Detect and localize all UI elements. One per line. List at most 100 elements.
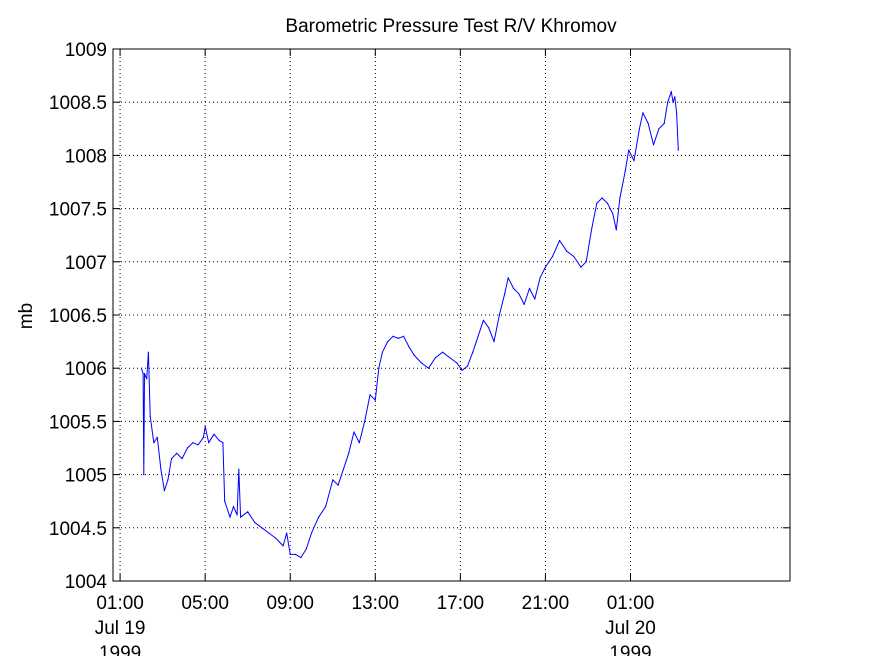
data-point [434,357,437,359]
data-point [268,532,270,534]
x-tick-label: 13:00 [352,593,400,614]
data-point [647,122,649,125]
data-point [397,337,399,339]
x-tick-label: 09:00 [266,593,314,614]
data-point [534,298,536,300]
data-point [461,369,463,371]
data-point [140,367,142,369]
data-point [652,144,655,146]
chart-title: Barometric Pressure Test R/V Khromov [285,16,617,37]
pressure-series-line [140,91,679,559]
data-point [153,442,155,444]
data-point [677,149,679,151]
data-point [590,229,593,231]
y-tick-label: 1007.5 [49,200,107,221]
data-point [378,367,380,369]
data-point [408,346,410,348]
data-point [374,399,376,401]
data-point [493,341,495,343]
ticks: 1004 1004.5 1005 1005.5 1006 1006.5 1007 1007.5… [49,40,790,656]
data-point [218,440,220,442]
data-point [528,287,531,289]
x-tick-label: 1999 [609,643,651,656]
data-point [512,287,515,289]
data-point [472,351,474,353]
data-point [229,516,231,518]
data-point [628,149,630,151]
data-point [318,516,320,518]
y-tick-label: 1008 [65,146,107,167]
data-point [566,250,568,252]
data-point [204,426,206,428]
data-point [176,452,178,454]
data-point [612,213,614,215]
grid-lines [113,49,790,581]
data-point [143,372,146,375]
data-point [442,351,444,353]
y-tick-label: 1006 [65,359,107,380]
data-point [282,545,284,547]
data-point [573,255,575,258]
data-point [633,160,635,162]
data-point [658,128,660,130]
data-point [170,458,173,460]
data-point [619,197,621,199]
x-tick-label: 21:00 [522,593,570,614]
data-point [601,197,603,199]
data-point [238,468,240,470]
y-tick-label: 1005.5 [49,412,107,433]
data-point [606,202,609,204]
y-tick-label: 1006.5 [49,306,107,327]
series-layer [140,91,679,559]
data-point [353,431,355,433]
data-point [672,101,674,103]
x-tick-label: 17:00 [437,593,485,614]
data-point [663,122,665,125]
x-tick-label: 01:00 [607,593,655,614]
data-point [325,505,327,508]
y-tick-label: 1007 [65,253,107,274]
data-point [305,548,307,550]
data-point [504,293,506,295]
data-point [676,112,678,114]
data-point [427,367,430,369]
x-tick-label: Jul 19 [95,618,146,639]
data-point [348,452,350,454]
data-point [518,293,520,295]
data-point [236,514,238,516]
data-point [143,474,145,476]
data-point [147,351,149,353]
data-point [624,170,626,172]
data-point [596,202,598,204]
data-point [466,365,469,367]
data-point [254,521,256,524]
data-point [224,500,226,502]
data-point [156,436,158,438]
data-point [342,468,344,470]
data-point [551,255,554,258]
data-point [381,351,383,353]
data-point [667,101,669,103]
data-point [387,341,389,343]
x-tick-label: 01:00 [96,593,144,614]
data-point [420,362,422,364]
data-point [674,96,676,98]
data-point [202,436,204,438]
data-point [413,354,415,356]
data-point [300,557,302,559]
data-point [261,527,263,529]
data-point [615,229,617,231]
data-point [213,433,215,435]
data-point [559,239,561,242]
data-point [232,505,235,508]
data-point [146,378,148,380]
data-point [670,91,672,93]
data-point [181,458,183,460]
data-point [482,319,484,321]
data-point [286,532,288,534]
y-tick-label: 1008.5 [49,93,107,114]
data-point [289,553,291,556]
data-point [544,266,547,268]
axes-box [112,48,791,582]
data-point [642,112,644,114]
